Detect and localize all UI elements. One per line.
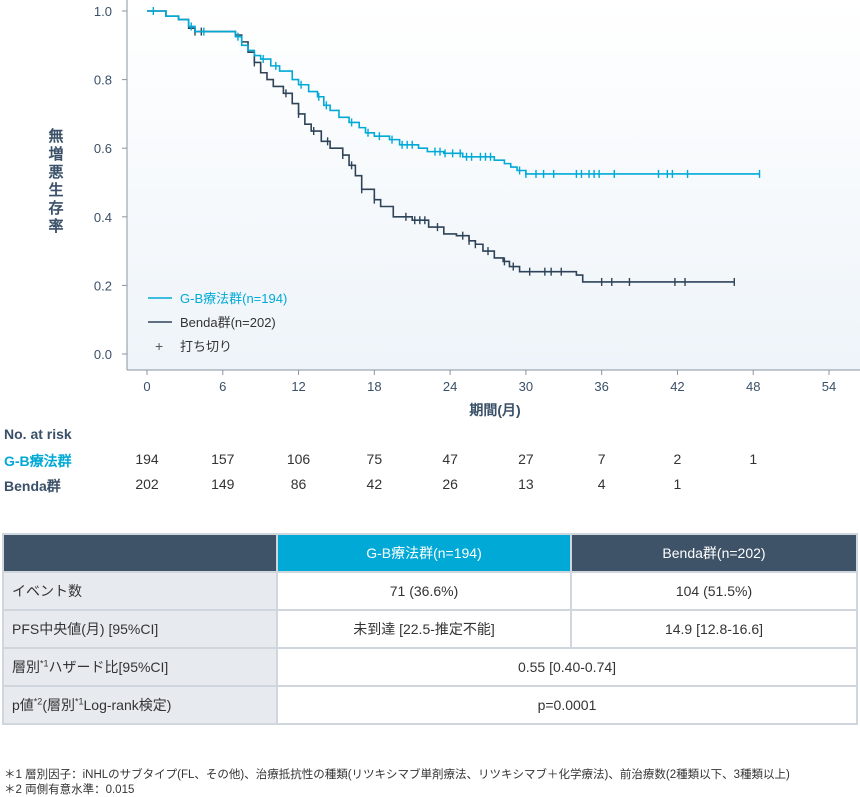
cell-combined: 0.55 [0.40-0.74] bbox=[276, 647, 858, 687]
y-tick-label: 0.0 bbox=[94, 347, 112, 362]
risk-value: 47 bbox=[442, 451, 458, 467]
y-tick-label: 0.4 bbox=[94, 210, 112, 225]
risk-value: 7 bbox=[597, 451, 606, 467]
summary-table: G-B療法群(n=194) Benda群(n=202) イベント数 71 (36… bbox=[2, 533, 858, 725]
censor-icon: + bbox=[155, 338, 163, 354]
risk-value: 26 bbox=[442, 476, 458, 492]
x-axis-label: 期間(月) bbox=[469, 402, 521, 418]
risk-value: 157 bbox=[211, 451, 235, 467]
risk-value: 42 bbox=[366, 476, 383, 492]
x-tick-label: 12 bbox=[291, 379, 305, 394]
legend-label: G-B療法群(n=194) bbox=[180, 291, 287, 306]
footnote-2: ＊2 両側有意水準：0.015 bbox=[4, 784, 135, 796]
risk-value: 106 bbox=[286, 451, 311, 467]
label-part: p値 bbox=[12, 697, 34, 713]
km-chart: 0 6 12 18 24 30 36 42 48 54 0.0 0.2 0.4 0.6 0.8 1.0 G-B… bbox=[94, 0, 860, 394]
risk-row-label-benda: Benda群 bbox=[4, 478, 61, 494]
table-row: イベント数 71 (36.6%) 104 (51.5%) bbox=[2, 571, 858, 611]
y-tick-label: 0.2 bbox=[94, 278, 112, 293]
km-curve-0 bbox=[147, 10, 760, 175]
y-tick-label: 1.0 bbox=[94, 4, 112, 19]
label-part: 層別 bbox=[12, 659, 40, 675]
row-label: イベント数 bbox=[2, 571, 278, 611]
row-label: p値*2(層別*1Log-rank検定) bbox=[2, 685, 278, 725]
cell-benda: 14.9 [12.8-16.6] bbox=[570, 609, 858, 649]
cell-benda: 104 (51.5%) bbox=[570, 571, 858, 611]
x-tick-label: 36 bbox=[594, 379, 608, 394]
table-header-row: G-B療法群(n=194) Benda群(n=202) bbox=[2, 533, 858, 573]
risk-value: 13 bbox=[518, 476, 534, 492]
label-part: ハザード比[95%CI] bbox=[48, 659, 169, 675]
footnote-ref: *1 bbox=[74, 696, 84, 707]
x-tick-label: 30 bbox=[519, 379, 533, 394]
risk-value: 202 bbox=[135, 476, 159, 492]
cell-combined: p=0.0001 bbox=[276, 685, 858, 725]
legend-label: 打ち切り bbox=[180, 339, 232, 354]
risk-value: 194 bbox=[135, 451, 159, 467]
y-tick-label: 0.8 bbox=[94, 73, 112, 88]
label-part: Log-rank検定) bbox=[83, 697, 172, 713]
km-curve-1 bbox=[147, 10, 735, 283]
risk-value: 149 bbox=[211, 476, 235, 492]
risk-row-label-gb: G-B療法群 bbox=[4, 453, 72, 469]
table-row: 層別*1ハザード比[95%CI] 0.55 [0.40-0.74] bbox=[2, 647, 858, 687]
x-tick-label: 24 bbox=[443, 379, 457, 394]
plot-background bbox=[127, 0, 860, 370]
row-label: 層別*1ハザード比[95%CI] bbox=[2, 647, 278, 687]
x-tick-label: 6 bbox=[219, 379, 226, 394]
table-row: PFS中央値(月) [95%CI] 未到達 [22.5-推定不能] 14.9 [… bbox=[2, 609, 858, 649]
cell-gb: 未到達 [22.5-推定不能] bbox=[276, 609, 572, 649]
row-label: PFS中央値(月) [95%CI] bbox=[2, 609, 278, 649]
x-tick-label: 48 bbox=[746, 379, 760, 394]
y-tick-label: 0.6 bbox=[94, 141, 112, 156]
legend-label: Benda群(n=202) bbox=[180, 315, 276, 330]
label-part: (層別 bbox=[42, 697, 75, 713]
footnote-ref: *1 bbox=[40, 658, 49, 669]
risk-value: 1 bbox=[749, 451, 758, 467]
x-tick-label: 18 bbox=[367, 379, 381, 394]
footnote-1: ＊1 層別因子：iNHLのサブタイプ(FL、その他)、治療抵抗性の種類(リツキシ… bbox=[4, 769, 790, 781]
risk-value: 2 bbox=[673, 451, 682, 467]
header-corner bbox=[2, 533, 278, 573]
risk-value: 27 bbox=[518, 451, 534, 467]
x-tick-label: 42 bbox=[670, 379, 684, 394]
risk-value: 1 bbox=[673, 476, 682, 492]
header-benda: Benda群(n=202) bbox=[570, 533, 858, 573]
risk-table-title: No. at risk bbox=[4, 426, 72, 442]
y-axis-label: 無増悪生存率 bbox=[48, 128, 64, 235]
header-gb: G-B療法群(n=194) bbox=[276, 533, 572, 573]
table-row: p値*2(層別*1Log-rank検定) p=0.0001 bbox=[2, 685, 858, 725]
risk-value: 4 bbox=[597, 476, 606, 492]
x-tick-label: 0 bbox=[143, 379, 150, 394]
cell-gb: 71 (36.6%) bbox=[276, 571, 572, 611]
risk-value: 86 bbox=[290, 476, 307, 492]
x-tick-label: 54 bbox=[822, 379, 836, 394]
risk-value: 75 bbox=[366, 451, 383, 467]
footnote-ref: *2 bbox=[33, 696, 43, 707]
